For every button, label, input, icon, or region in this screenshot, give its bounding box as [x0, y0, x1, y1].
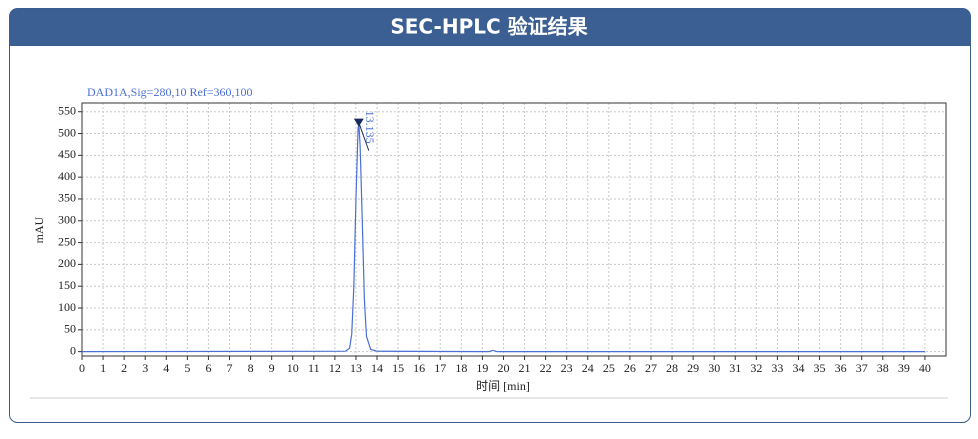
card [9, 8, 971, 423]
x-tick-label: 4 [163, 361, 169, 375]
y-tick-label: 250 [58, 234, 76, 248]
y-tick-label: 50 [64, 322, 76, 336]
x-tick-label: 21 [519, 361, 531, 375]
x-tick-label: 24 [582, 361, 594, 375]
x-tick-label: 22 [540, 361, 552, 375]
x-tick-label: 36 [835, 361, 847, 375]
header-bar [9, 8, 971, 46]
line [81, 122, 925, 353]
plot-frame [81, 102, 947, 357]
y-tick-label: 100 [58, 300, 76, 314]
y-tick-label: 500 [58, 125, 76, 139]
x-tick-label: 9 [269, 361, 275, 375]
y-axis-label: mAU [32, 216, 46, 243]
x-tick-label: 30 [708, 361, 720, 375]
x-tick-label: 3 [142, 361, 148, 375]
x-tick-label: 8 [248, 361, 254, 375]
x-axis-label: 时间 [min] [476, 379, 530, 393]
x-tick-label: 26 [624, 361, 636, 375]
x-tick-label: 28 [666, 361, 678, 375]
y-tick-label: 450 [58, 147, 76, 161]
x-tick-label: 5 [184, 361, 190, 375]
x-tick-label: 16 [413, 361, 425, 375]
x-tick-label: 40 [919, 361, 931, 375]
x-tick-label: 35 [814, 361, 826, 375]
x-tick-label: 7 [227, 361, 233, 375]
x-tick-label: 19 [476, 361, 488, 375]
peak-marker-line [358, 122, 370, 151]
x-tick-label: 0 [79, 361, 85, 375]
y-tick-label: 0 [70, 343, 76, 357]
x-tick-label: 14 [371, 361, 383, 375]
y-tick-label: 550 [58, 103, 76, 117]
x-tick-label: 2 [121, 361, 127, 375]
x-tick-label: 6 [205, 361, 211, 375]
x-tick-label: 31 [729, 361, 741, 375]
x-tick-label: 27 [645, 361, 657, 375]
y-tick-label: 150 [58, 278, 76, 292]
x-tick-label: 10 [287, 361, 299, 375]
x-tick-label: 32 [750, 361, 762, 375]
y-tick-label: 400 [58, 169, 76, 183]
x-tick-label: 18 [455, 361, 467, 375]
x-tick-label: 33 [771, 361, 783, 375]
chart-title: DAD1A,Sig=280,10 Ref=360,100 [87, 85, 253, 99]
y-tick-label: 300 [58, 213, 76, 227]
x-tick-label: 13 [350, 361, 362, 375]
x-tick-label: 12 [329, 361, 341, 375]
x-tick-label: 37 [856, 361, 868, 375]
x-tick-label: 39 [898, 361, 910, 375]
annotation: 13.135 [363, 111, 377, 144]
x-tick-label: 11 [308, 361, 320, 375]
x-tick-label: 17 [434, 361, 446, 375]
x-tick-label: 1 [100, 361, 106, 375]
x-tick-label: 29 [687, 361, 699, 375]
x-tick-label: 25 [603, 361, 615, 375]
y-tick-label: 200 [58, 256, 76, 270]
x-tick-label: 34 [792, 361, 804, 375]
x-tick-label: 23 [561, 361, 573, 375]
y-tick-label: 350 [58, 191, 76, 205]
x-tick-label: 20 [497, 361, 509, 375]
x-tick-label: 15 [392, 361, 404, 375]
x-tick-label: 38 [877, 361, 889, 375]
header-title: SEC-HPLC 验证结果 [390, 15, 587, 39]
